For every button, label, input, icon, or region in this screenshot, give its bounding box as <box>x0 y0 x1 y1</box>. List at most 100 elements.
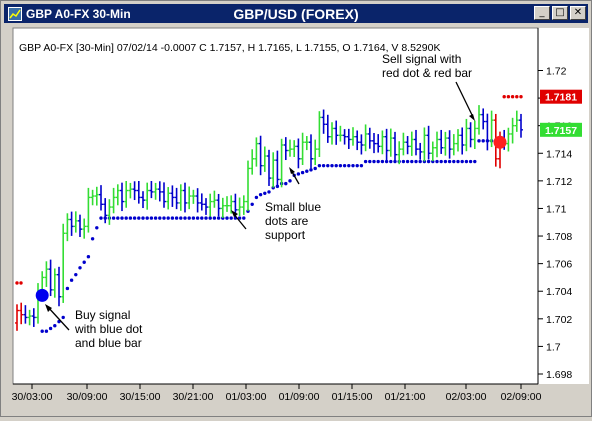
x-tick-label: 01/09:00 <box>279 391 320 403</box>
ohlc-bar <box>472 120 477 149</box>
y-tick-label: 1.714 <box>546 148 572 160</box>
support-dot <box>456 159 460 164</box>
support-dot <box>443 159 448 164</box>
support-dot <box>158 216 162 220</box>
support-dot <box>229 216 233 220</box>
ohlc-bar <box>120 182 124 212</box>
support-dot <box>141 216 145 220</box>
support-dot <box>149 216 154 220</box>
y-tick-label: 1.704 <box>546 286 572 298</box>
price-chart[interactable]: GBP A0-FX [30-Min] 07/02/14 -0.0007 C 1.… <box>1 24 591 416</box>
support-dot <box>166 216 170 220</box>
ohlc-bar <box>220 197 225 218</box>
support-dot <box>355 163 359 168</box>
buy-annotation-line-2: with blue dot <box>74 322 143 336</box>
support-dot <box>363 159 368 164</box>
y-tick-label: 1.706 <box>546 259 572 271</box>
price-labels: 1.7181 1.7157 <box>540 89 582 137</box>
support-dot <box>174 216 179 220</box>
ohlc-bar <box>157 181 162 202</box>
support-dot <box>137 216 141 220</box>
buy-signal-dot <box>35 288 49 302</box>
resistance-dot <box>19 281 23 285</box>
ohlc-bar <box>246 160 250 212</box>
support-dot <box>195 216 200 220</box>
support-dot <box>221 216 225 220</box>
support-dot <box>65 286 70 291</box>
support-dot <box>69 278 74 282</box>
ohlc-bar <box>397 141 402 165</box>
support-dot <box>380 159 385 164</box>
ohlc-bar <box>384 128 389 161</box>
ohlc-bar <box>372 132 376 154</box>
resistance-dots <box>15 95 523 285</box>
support-dot <box>481 139 485 143</box>
ohlc-bar <box>351 127 355 146</box>
title-bar[interactable]: GBP A0-FX 30-Min GBP/USD (FOREX) _ □ ✕ <box>4 4 588 23</box>
support-dot <box>405 159 410 164</box>
ohlc-bar <box>145 182 150 210</box>
ohlc-bar <box>199 193 204 211</box>
ohlc-bar <box>380 130 385 155</box>
support-annotation-line-2: dots are <box>265 214 309 228</box>
ohlc-bar <box>342 129 347 145</box>
ohlc-bar <box>338 125 343 142</box>
ohlc-bar <box>254 137 259 167</box>
minimize-button[interactable]: _ <box>534 6 550 20</box>
ohlc-bar <box>288 139 292 157</box>
ohlc-bar <box>149 180 154 199</box>
x-tick-label: 01/21:00 <box>385 391 426 403</box>
ohlc-bar <box>195 188 200 213</box>
support-dot <box>254 195 259 200</box>
support-dot <box>359 163 364 168</box>
support-dot <box>78 266 82 270</box>
y-tick-label: 1.712 <box>546 176 572 188</box>
ohlc-bar <box>292 140 297 157</box>
ohlc-bar <box>94 186 99 206</box>
ohlc-bar <box>262 146 267 172</box>
support-dot <box>300 170 305 175</box>
support-dot <box>338 163 343 168</box>
ohlc-bar <box>208 193 213 217</box>
y-axis-ticks: 1.721.7181.7161.7141.7121.711.7081.7061.… <box>538 65 572 381</box>
ohlc-bar <box>519 113 523 138</box>
ohlc-bar <box>464 118 469 152</box>
ohlc-bar <box>31 308 36 327</box>
ohlc-bar <box>485 113 490 151</box>
support-dot <box>187 216 191 220</box>
support-dot <box>99 216 103 220</box>
support-dot <box>40 329 44 333</box>
x-tick-label: 01/15:00 <box>332 391 373 403</box>
ohlc-bar <box>430 141 435 162</box>
ohlc-bar <box>78 214 82 238</box>
support-dot <box>48 326 53 331</box>
support-annotation-line-3: support <box>265 228 306 242</box>
support-dot <box>116 216 120 220</box>
price-label-box <box>540 122 582 137</box>
sell-annotation-line-2: red dot & red bar <box>382 66 472 80</box>
ohlc-bar <box>111 187 116 214</box>
ohlc-bar <box>435 131 439 158</box>
support-dot <box>258 192 263 197</box>
ohlc-bar <box>426 125 431 160</box>
close-button[interactable]: ✕ <box>570 6 586 20</box>
ohlc-bar <box>267 149 271 186</box>
support-dot <box>326 163 330 168</box>
support-dot <box>347 163 351 168</box>
support-dot <box>267 190 271 194</box>
price-label-text: 1.7181 <box>545 92 577 104</box>
ohlc-bar <box>460 127 465 155</box>
maximize-button[interactable]: □ <box>552 6 568 20</box>
ohlc-bar <box>359 134 364 155</box>
support-dot <box>82 260 86 264</box>
ohlc-bar <box>510 117 515 144</box>
support-dot <box>200 216 204 220</box>
support-dot <box>237 216 242 220</box>
support-dot <box>44 329 49 333</box>
support-dot <box>191 216 196 220</box>
ohlc-bar <box>279 138 284 188</box>
support-dot <box>334 163 338 168</box>
support-dot <box>86 255 91 259</box>
sell-annotation: Sell signal with red dot & red bar <box>382 52 475 121</box>
support-dot <box>208 216 212 220</box>
